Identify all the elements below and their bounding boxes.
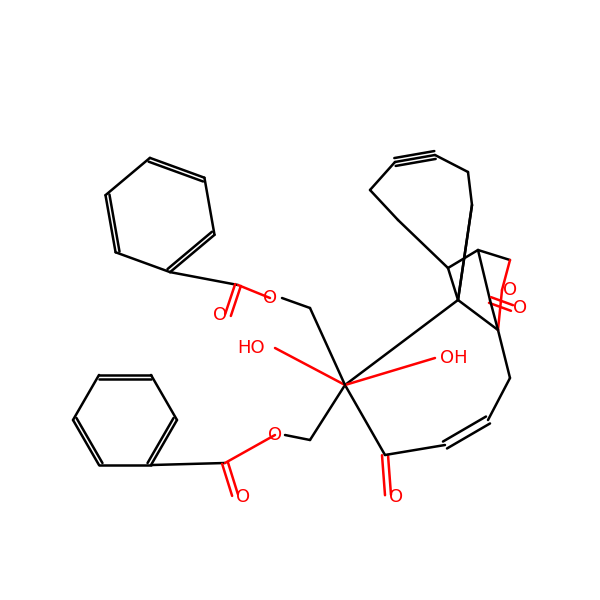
- Text: O: O: [513, 299, 527, 317]
- Text: OH: OH: [440, 349, 467, 367]
- Text: O: O: [263, 289, 277, 307]
- Text: HO: HO: [238, 339, 265, 357]
- Text: O: O: [389, 488, 403, 506]
- Text: O: O: [213, 306, 227, 324]
- Text: O: O: [503, 281, 517, 299]
- Text: O: O: [268, 426, 282, 444]
- Text: O: O: [236, 488, 250, 506]
